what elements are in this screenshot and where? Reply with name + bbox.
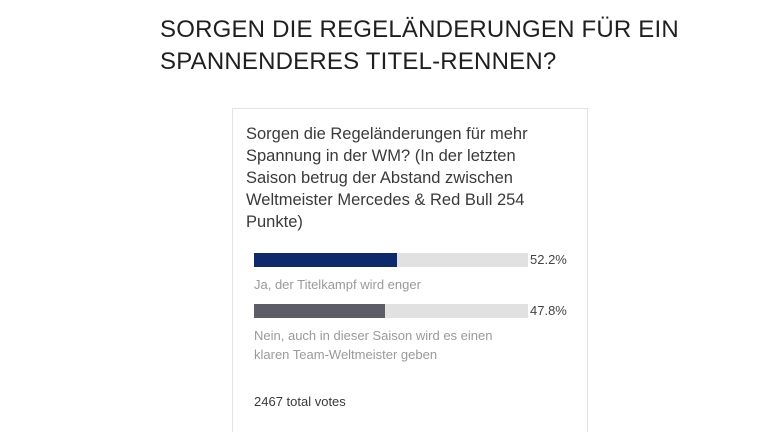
poll-question: Sorgen die Regeländerungen für mehr Span… <box>246 125 528 231</box>
poll-card: Sorgen die Regeländerungen für mehr Span… <box>232 108 588 432</box>
result-bar-fill <box>254 304 385 318</box>
result-bar-fill <box>254 253 398 267</box>
result-bar-track <box>254 253 528 267</box>
result-percent: 47.8% <box>530 303 567 318</box>
total-votes: 2467 total votes <box>254 394 346 409</box>
page-headline: SORGEN DIE REGELÄNDERUNGEN FÜR EIN SPANN… <box>160 16 679 75</box>
option-label: Nein, auch in dieser Saison wird es eine… <box>254 328 493 362</box>
result-percent: 52.2% <box>530 252 567 267</box>
option-label: Ja, der Titelkampf wird enger <box>254 277 421 292</box>
result-bar-track <box>254 304 528 318</box>
